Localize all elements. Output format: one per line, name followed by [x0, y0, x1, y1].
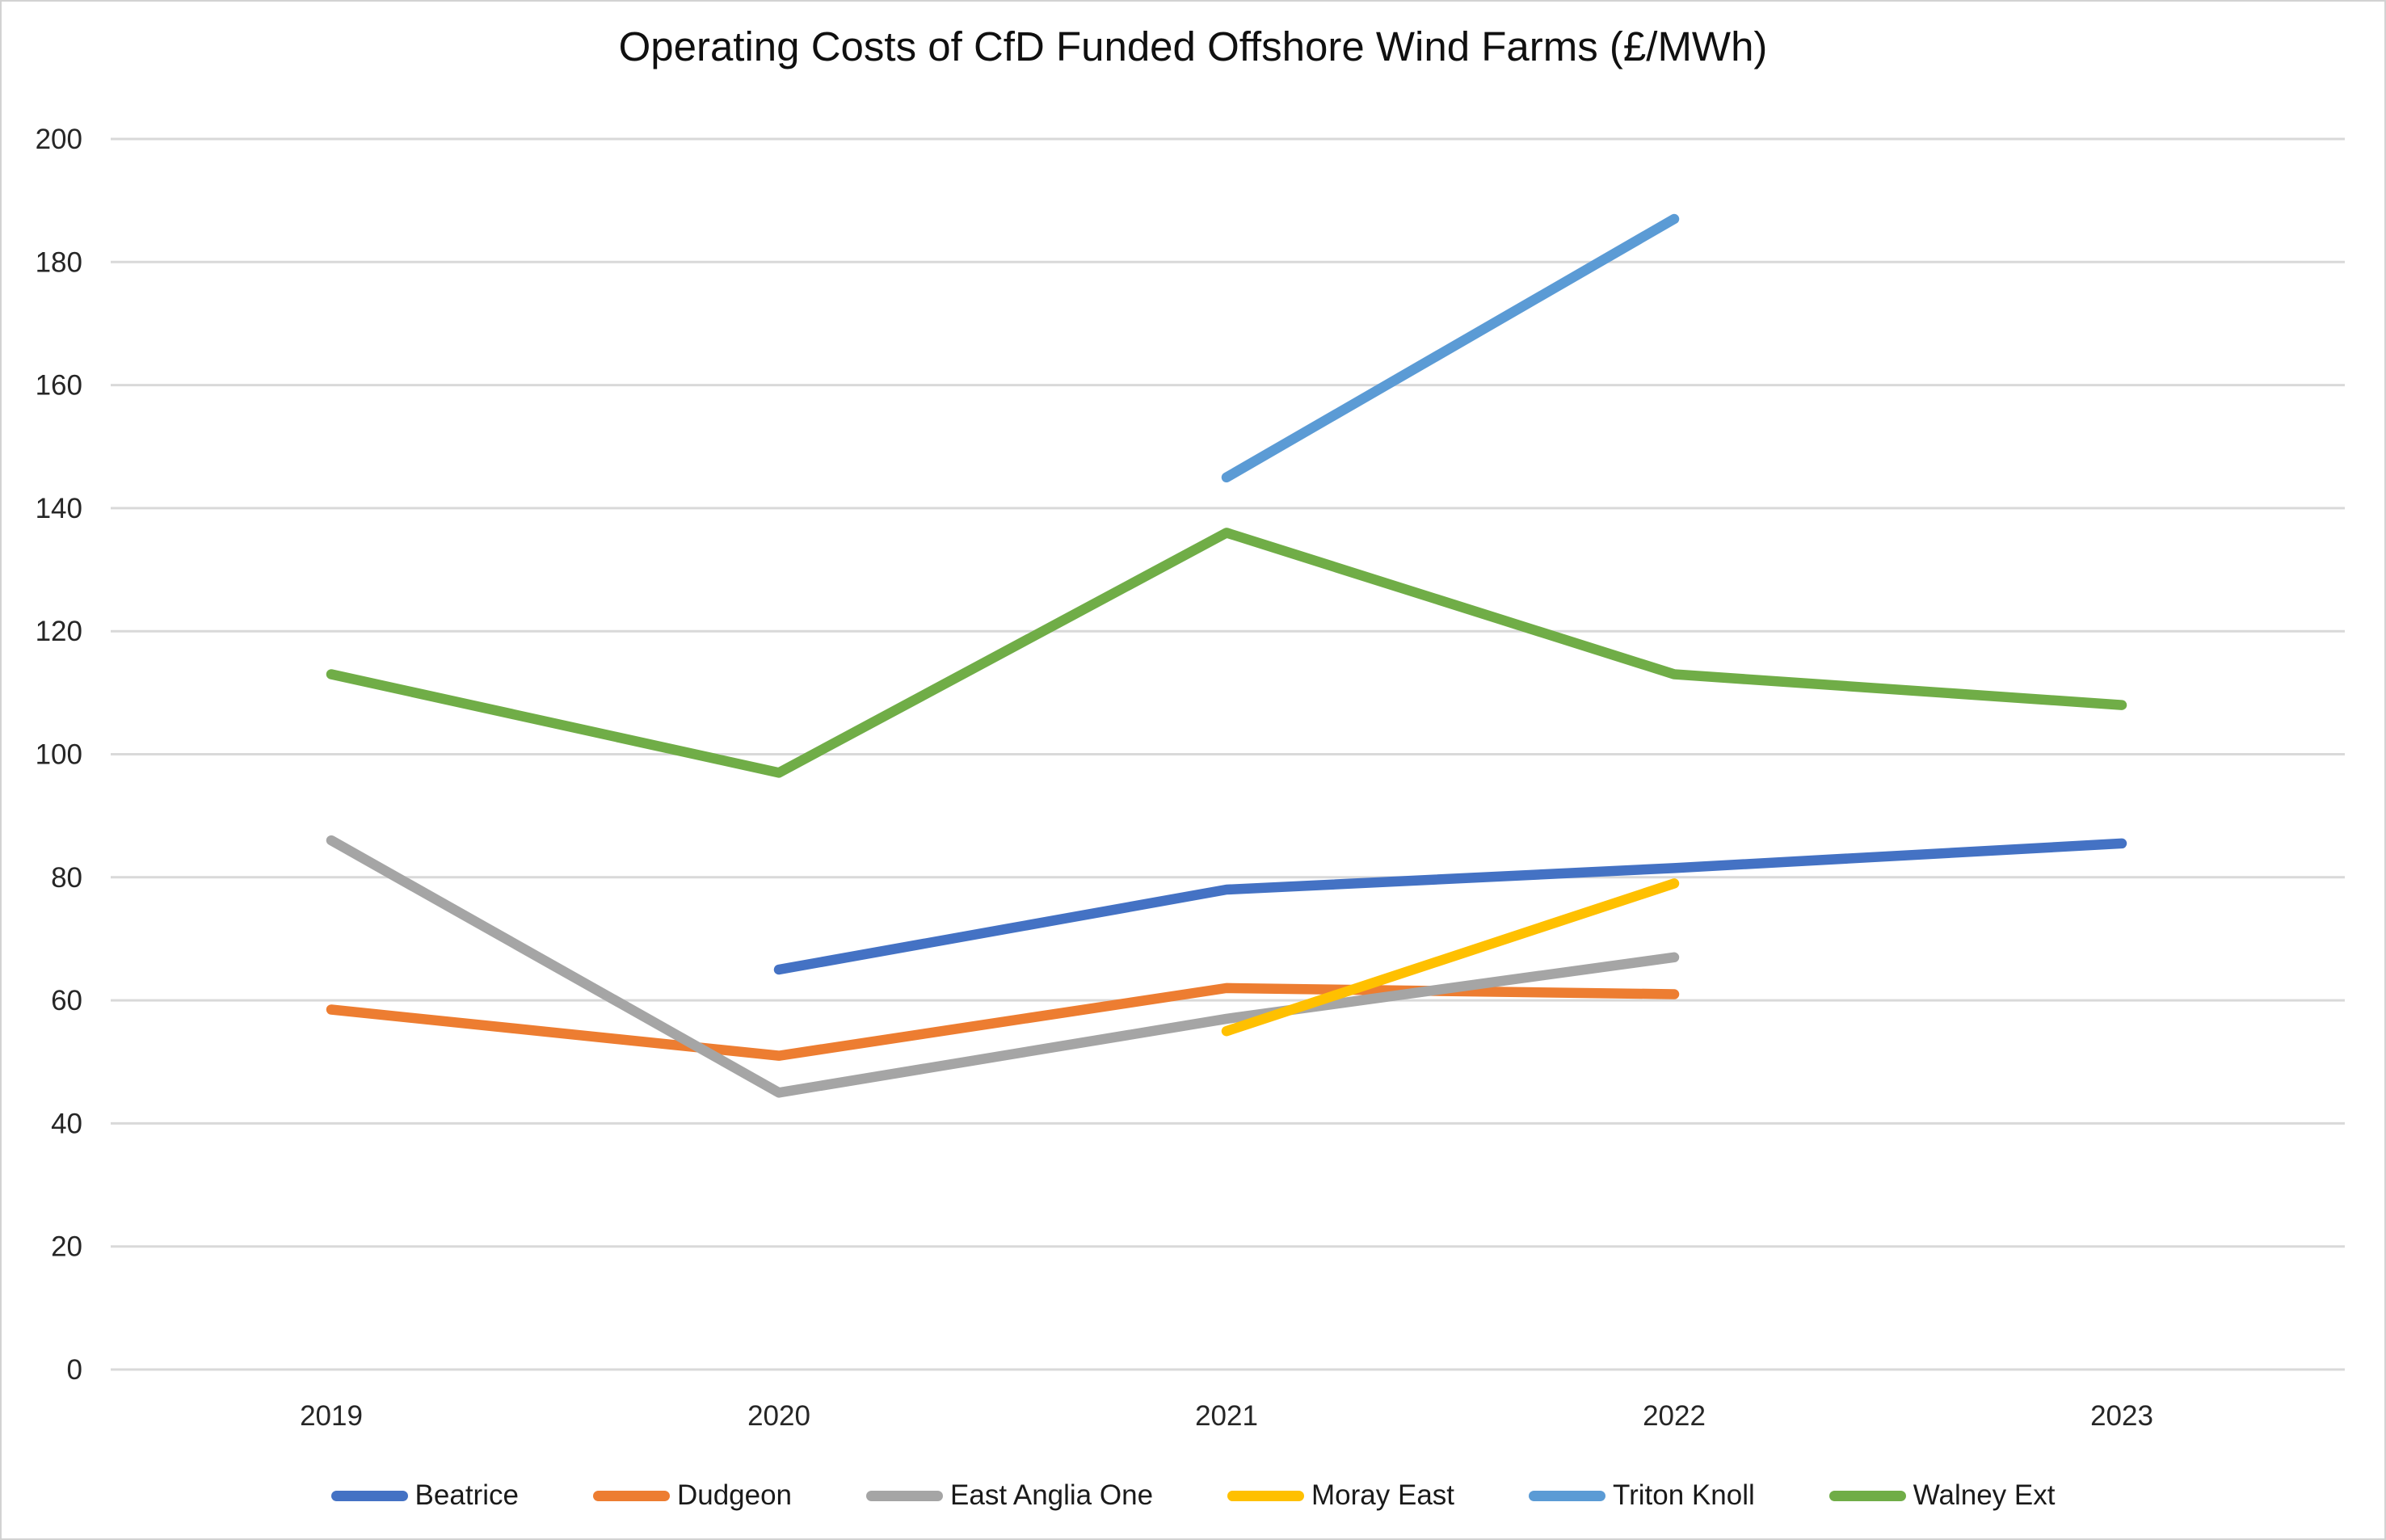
series-line-walney-ext [326, 528, 2127, 778]
legend-swatch-moray-east [1227, 1490, 1305, 1501]
legend-item-beatrice: Beatrice [330, 1479, 519, 1512]
y-tick-label: 0 [67, 1354, 82, 1386]
x-tick-label: 2021 [1195, 1400, 1258, 1432]
legend-swatch-walney-ext [1828, 1490, 1906, 1501]
y-tick-label: 200 [36, 124, 82, 155]
chart-title: Operating Costs of CfD Funded Offshore W… [618, 23, 1768, 69]
legend-swatch-dudgeon [592, 1490, 670, 1501]
y-tick-label: 40 [51, 1108, 82, 1139]
legend-label: Beatrice [414, 1479, 519, 1511]
series-line-dudgeon [326, 982, 1680, 1061]
legend-label: Walney Ext [1913, 1479, 2056, 1511]
series-line-triton-knoll [1221, 213, 1680, 483]
legend-label: Triton Knoll [1613, 1479, 1755, 1511]
series-line-east-anglia-one [326, 835, 1680, 1098]
y-tick-label: 100 [36, 739, 82, 771]
y-tick-label: 140 [36, 493, 82, 524]
y-tick-label: 180 [36, 246, 82, 278]
y-tick-label: 160 [36, 370, 82, 402]
legend-swatch-east-anglia-one [866, 1490, 944, 1501]
legend-swatch-triton-knoll [1529, 1490, 1606, 1501]
x-tick-label: 2023 [2090, 1400, 2153, 1432]
x-tick-label: 2020 [747, 1400, 810, 1432]
legend: Beatrice Dudgeon East Anglia One Moray East… [2, 1467, 2384, 1524]
legend-label: Moray East [1311, 1479, 1455, 1511]
legend-item-east-anglia-one: East Anglia One [866, 1479, 1153, 1512]
legend-swatch-beatrice [330, 1490, 408, 1501]
y-tick-label: 120 [36, 616, 82, 647]
x-tick-label: 2019 [300, 1400, 363, 1432]
series-line-moray-east [1221, 878, 1680, 1037]
legend-item-walney-ext: Walney Ext [1828, 1479, 2056, 1512]
y-tick-label: 60 [51, 985, 82, 1016]
legend-item-triton-knoll: Triton Knoll [1529, 1479, 1755, 1512]
y-tick-label: 80 [51, 862, 82, 894]
legend-label: Dudgeon [676, 1479, 793, 1511]
x-tick-label: 2022 [1643, 1400, 1706, 1432]
legend-label: East Anglia One [950, 1479, 1154, 1511]
legend-item-dudgeon: Dudgeon [592, 1479, 793, 1512]
series-line-beatrice [773, 838, 2127, 975]
y-tick-label: 20 [51, 1231, 82, 1263]
legend-item-moray-east: Moray East [1227, 1479, 1454, 1512]
